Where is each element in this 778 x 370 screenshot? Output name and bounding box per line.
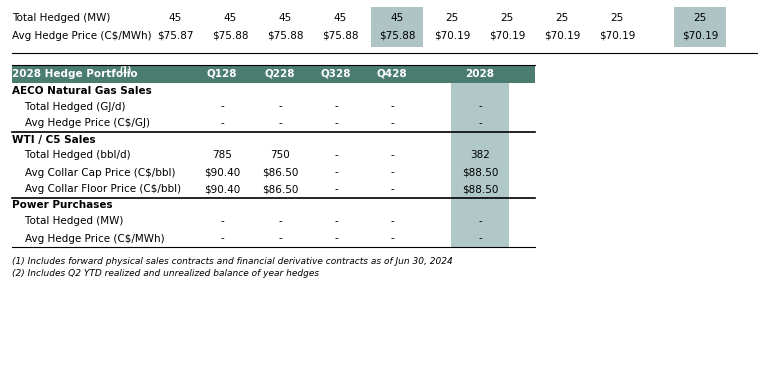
Text: (1) Includes forward physical sales contracts and financial derivative contracts: (1) Includes forward physical sales cont…: [12, 257, 453, 266]
Text: -: -: [334, 233, 338, 243]
Text: -: -: [334, 118, 338, 128]
Text: 25: 25: [500, 13, 513, 23]
Text: 785: 785: [212, 151, 232, 161]
Text: $75.88: $75.88: [379, 31, 415, 41]
Text: 45: 45: [223, 13, 237, 23]
Text: $90.40: $90.40: [204, 168, 240, 178]
Text: 25: 25: [555, 13, 569, 23]
Bar: [12, 65, 535, 83]
Text: (2) Includes Q2 YTD realized and unrealized balance of year hedges: (2) Includes Q2 YTD realized and unreali…: [12, 269, 319, 278]
Text: $75.88: $75.88: [267, 31, 303, 41]
Text: 2028: 2028: [465, 69, 495, 79]
Text: -: -: [278, 101, 282, 111]
Text: 750: 750: [270, 151, 290, 161]
Text: Q328: Q328: [321, 69, 351, 79]
Text: 382: 382: [470, 151, 490, 161]
Text: Q228: Q228: [265, 69, 295, 79]
Text: -: -: [334, 151, 338, 161]
Text: AECO Natural Gas Sales: AECO Natural Gas Sales: [12, 85, 152, 95]
Text: -: -: [478, 118, 482, 128]
Text: 2028 Hedge Portfolio: 2028 Hedge Portfolio: [12, 69, 138, 79]
Text: -: -: [390, 216, 394, 226]
Text: $90.40: $90.40: [204, 185, 240, 195]
Text: -: -: [220, 233, 224, 243]
Text: -: -: [390, 185, 394, 195]
Text: -: -: [220, 118, 224, 128]
Text: Avg Collar Floor Price (C$/bbl): Avg Collar Floor Price (C$/bbl): [12, 185, 181, 195]
Text: Q128: Q128: [207, 69, 237, 79]
Text: $75.88: $75.88: [212, 31, 248, 41]
Text: -: -: [278, 216, 282, 226]
Text: -: -: [478, 216, 482, 226]
Text: -: -: [478, 233, 482, 243]
Text: $86.50: $86.50: [262, 168, 298, 178]
Text: -: -: [334, 101, 338, 111]
Text: $75.87: $75.87: [156, 31, 193, 41]
Text: 25: 25: [611, 13, 624, 23]
Text: $88.50: $88.50: [462, 168, 498, 178]
Text: -: -: [278, 233, 282, 243]
Text: -: -: [390, 168, 394, 178]
Text: $70.19: $70.19: [489, 31, 525, 41]
Text: 25: 25: [693, 13, 706, 23]
Text: $70.19: $70.19: [599, 31, 635, 41]
Text: Total Hedged (GJ/d): Total Hedged (GJ/d): [12, 101, 125, 111]
Text: -: -: [278, 118, 282, 128]
Text: $88.50: $88.50: [462, 185, 498, 195]
Text: Q428: Q428: [377, 69, 408, 79]
Text: -: -: [334, 185, 338, 195]
Bar: [451, 83, 509, 247]
Bar: [371, 7, 423, 47]
Text: -: -: [390, 101, 394, 111]
Text: -: -: [334, 216, 338, 226]
Text: Total Hedged (MW): Total Hedged (MW): [12, 13, 110, 23]
Text: -: -: [390, 151, 394, 161]
Text: Avg Hedge Price (C$/GJ): Avg Hedge Price (C$/GJ): [12, 118, 150, 128]
Text: 45: 45: [279, 13, 292, 23]
Text: 45: 45: [168, 13, 181, 23]
Text: $86.50: $86.50: [262, 185, 298, 195]
Text: 25: 25: [445, 13, 458, 23]
Text: -: -: [390, 233, 394, 243]
Text: Avg Hedge Price (C$/MWh): Avg Hedge Price (C$/MWh): [12, 31, 152, 41]
Text: Total Hedged (MW): Total Hedged (MW): [12, 216, 124, 226]
Text: -: -: [220, 101, 224, 111]
Text: -: -: [220, 216, 224, 226]
Text: Total Hedged (bbl/d): Total Hedged (bbl/d): [12, 151, 131, 161]
Text: Power Purchases: Power Purchases: [12, 201, 113, 211]
Text: Avg Hedge Price (C$/MWh): Avg Hedge Price (C$/MWh): [12, 233, 165, 243]
Text: WTI / C5 Sales: WTI / C5 Sales: [12, 135, 96, 145]
Text: Avg Collar Cap Price (C$/bbl): Avg Collar Cap Price (C$/bbl): [12, 168, 176, 178]
Text: $70.19: $70.19: [682, 31, 718, 41]
Text: 45: 45: [391, 13, 404, 23]
Text: $70.19: $70.19: [434, 31, 470, 41]
Text: -: -: [478, 101, 482, 111]
Text: -: -: [334, 168, 338, 178]
Text: $70.19: $70.19: [544, 31, 580, 41]
Text: (1): (1): [119, 65, 131, 74]
Text: $75.88: $75.88: [322, 31, 358, 41]
Text: 45: 45: [334, 13, 347, 23]
Text: -: -: [390, 118, 394, 128]
Bar: [674, 7, 726, 47]
